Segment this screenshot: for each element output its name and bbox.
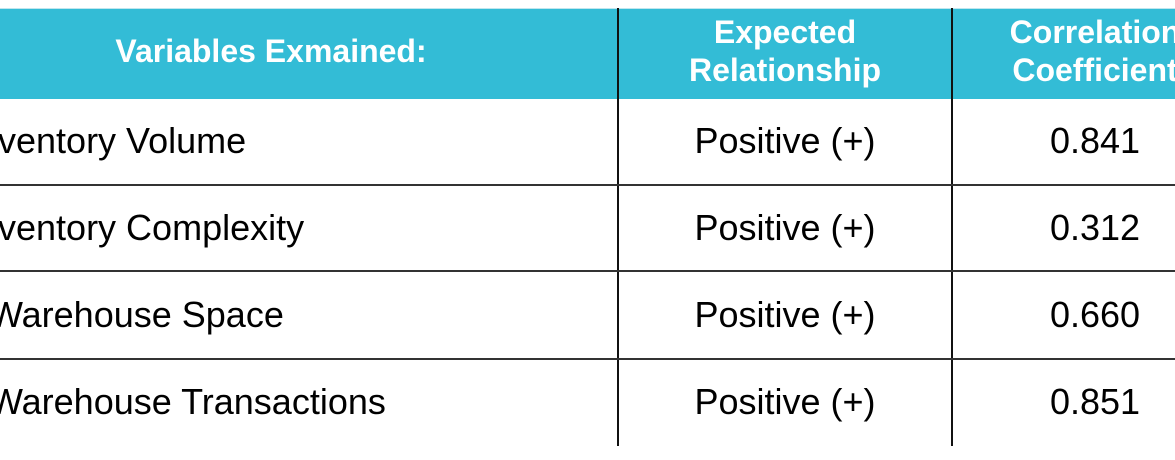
- coefficient-cell: 0.851: [1049, 381, 1141, 422]
- variable-cell: Warehouse Transactions: [0, 381, 386, 422]
- row-divider: [0, 358, 1175, 360]
- coefficient-cell: 0.312: [1049, 207, 1141, 248]
- variable-cell: ventory Complexity: [0, 207, 305, 248]
- coefficient-cell: 0.841: [1049, 120, 1141, 161]
- header-correlation: Correlation: [1009, 14, 1175, 50]
- relationship-cell: Positive (+): [694, 120, 876, 161]
- header-relationship: Relationship: [688, 52, 881, 88]
- table-header: Variables Exmained: Expected Relationshi…: [0, 8, 1175, 99]
- column-divider: [951, 8, 953, 446]
- header-variables: Variables Exmained:: [115, 33, 427, 69]
- variable-cell: Warehouse Space: [0, 294, 284, 335]
- header-coefficient: Coefficient: [1012, 52, 1175, 88]
- relationship-cell: Positive (+): [694, 381, 876, 422]
- header-expected: Expected: [713, 14, 857, 50]
- row-divider: [0, 270, 1175, 272]
- relationship-cell: Positive (+): [694, 294, 876, 335]
- column-divider: [617, 8, 619, 446]
- row-divider: [0, 184, 1175, 186]
- relationship-cell: Positive (+): [694, 207, 876, 248]
- variable-cell: ventory Volume: [0, 120, 247, 161]
- coefficient-cell: 0.660: [1049, 294, 1141, 335]
